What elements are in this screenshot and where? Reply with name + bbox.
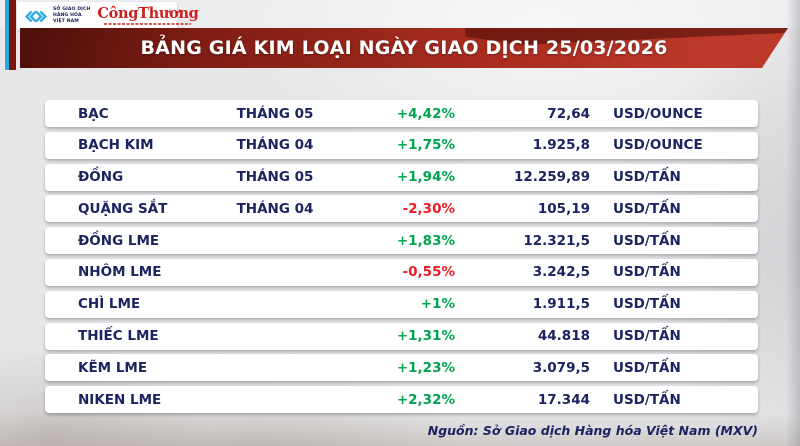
- commodity-name: THIẾC LME: [78, 328, 159, 345]
- change-percent: +1,31%: [396, 328, 455, 345]
- contract-month: THÁNG 05: [236, 169, 314, 186]
- price-value: 12.259,89: [513, 169, 590, 186]
- price-unit: USD/TẤN: [613, 296, 681, 313]
- table-row: KẼM LME +1,23% 3.079,5 USD/TẤN: [45, 354, 758, 382]
- table-row: THIẾC LME +1,31% 44.818 USD/TẤN: [45, 322, 758, 350]
- congthuong-logo: CôngThương: [97, 5, 199, 25]
- commodity-name: BẠCH KIM: [78, 137, 154, 154]
- mxv-logo-icon: [24, 10, 48, 22]
- price-value: 12.321,5: [523, 232, 590, 249]
- left-accent-stripe-blue: [5, 0, 9, 70]
- change-percent: +1,94%: [396, 169, 455, 186]
- price-value: 1.911,5: [532, 296, 590, 313]
- commodity-name: QUẶNG SẮT: [78, 200, 168, 217]
- commodity-name: ĐỒNG: [78, 169, 124, 186]
- contract-month: THÁNG 04: [236, 200, 314, 217]
- change-percent: +4,42%: [396, 105, 455, 122]
- table-row: ĐỒNG LME +1,83% 12.321,5 USD/TẤN: [45, 227, 758, 255]
- price-unit: USD/TẤN: [613, 359, 681, 376]
- congthuong-tagline-bar: [104, 22, 192, 25]
- change-percent: -2,30%: [402, 200, 455, 217]
- change-percent: +1,23%: [396, 359, 455, 376]
- price-value: 3.079,5: [532, 359, 590, 376]
- price-value: 17.344: [537, 391, 590, 408]
- mxv-line-3: VIỆT NAM: [53, 18, 79, 24]
- table-row: CHÌ LME +1% 1.911,5 USD/TẤN: [45, 290, 758, 318]
- commodity-name: NHÔM LME: [78, 264, 162, 281]
- change-percent: -0,55%: [402, 264, 455, 281]
- price-value: 1.925,8: [532, 137, 590, 154]
- price-unit: USD/TẤN: [613, 200, 681, 217]
- source-note: Nguồn: Sở Giao dịch Hàng hóa Việt Nam (M…: [427, 423, 758, 438]
- change-percent: +1,83%: [396, 232, 455, 249]
- left-accent-stripe-red: [9, 0, 16, 70]
- price-unit: USD/OUNCE: [613, 105, 703, 122]
- price-value: 44.818: [537, 328, 590, 345]
- change-percent: +1,75%: [396, 137, 455, 154]
- price-unit: USD/TẤN: [613, 328, 681, 345]
- commodity-name: NIKEN LME: [78, 391, 162, 408]
- commodity-name: KẼM LME: [78, 359, 148, 376]
- price-table: BẠC THÁNG 05 +4,42% 72,64 USD/OUNCE BẠCH…: [45, 100, 758, 414]
- price-unit: USD/TẤN: [613, 169, 681, 186]
- congthuong-logo-text: CôngThương: [97, 5, 199, 23]
- table-row: QUẶNG SẮT THÁNG 04 -2,30% 105,19 USD/TẤN: [45, 195, 758, 223]
- change-percent: +1%: [420, 296, 455, 313]
- price-unit: USD/OUNCE: [613, 137, 703, 154]
- price-unit: USD/TẤN: [613, 232, 681, 249]
- header-logos: SỞ GIAO DỊCH HÀNG HÓA VIỆT NAM CôngThươn…: [17, 2, 199, 30]
- price-value: 72,64: [547, 105, 590, 122]
- title-banner: BẢNG GIÁ KIM LOẠI NGÀY GIAO DỊCH 25/03/2…: [20, 28, 788, 68]
- commodity-name: BẠC: [78, 105, 109, 122]
- price-value: 3.242,5: [532, 264, 590, 281]
- commodity-name: CHÌ LME: [78, 296, 141, 313]
- table-row: ĐỒNG THÁNG 05 +1,94% 12.259,89 USD/TẤN: [45, 163, 758, 191]
- page-title: BẢNG GIÁ KIM LOẠI NGÀY GIAO DỊCH 25/03/2…: [140, 36, 668, 59]
- change-percent: +2,32%: [396, 391, 455, 408]
- table-row: BẠCH KIM THÁNG 04 +1,75% 1.925,8 USD/OUN…: [45, 131, 758, 159]
- contract-month: THÁNG 05: [236, 105, 314, 122]
- contract-month: THÁNG 04: [236, 137, 314, 154]
- table-row: BẠC THÁNG 05 +4,42% 72,64 USD/OUNCE: [45, 100, 758, 127]
- table-row: NIKEN LME +2,32% 17.344 USD/TẤN: [45, 386, 758, 414]
- table-row: NHÔM LME -0,55% 3.242,5 USD/TẤN: [45, 258, 758, 286]
- mxv-logo-text: SỞ GIAO DỊCH HÀNG HÓA VIỆT NAM: [53, 7, 90, 24]
- price-unit: USD/TẤN: [613, 391, 681, 408]
- mxv-line-1: SỞ GIAO DỊCH: [53, 7, 91, 13]
- commodity-name: ĐỒNG LME: [78, 232, 160, 249]
- mxv-line-2: HÀNG HÓA: [53, 13, 82, 19]
- price-unit: USD/TẤN: [613, 264, 681, 281]
- price-value: 105,19: [537, 200, 590, 217]
